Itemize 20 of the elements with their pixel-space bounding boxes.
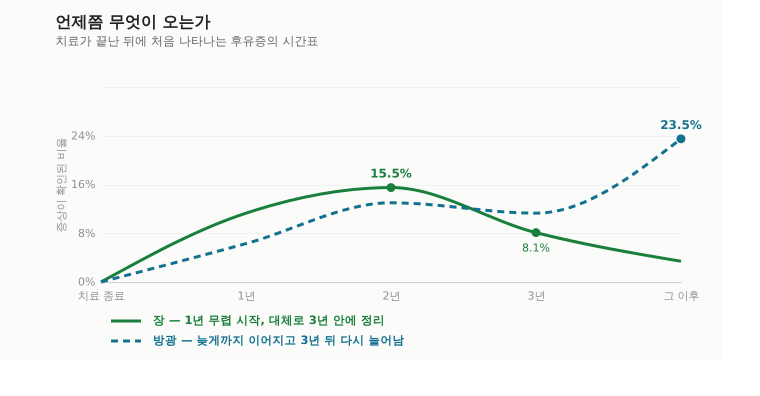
x-tick-label: 3년 <box>528 290 546 302</box>
y-tick-label: 24% <box>71 129 96 142</box>
legend-label: 방광 — 늦게까지 이어지고 3년 뒤 다시 늘어남 <box>153 333 405 347</box>
x-tick-label: 그 이후 <box>663 290 700 302</box>
data-label: 15.5% <box>370 166 412 181</box>
point <box>386 183 396 192</box>
data-label: 23.5% <box>660 118 702 132</box>
y-tick-label: 8% <box>78 226 96 240</box>
x-tick-label: 치료 종료 <box>78 290 126 302</box>
data-label: 8.1% <box>522 242 550 255</box>
chart-subtitle: 치료가 끝난 뒤에 처음 나타나는 후유증의 시간표 <box>56 34 318 48</box>
y-tick-label: 0% <box>78 276 96 288</box>
x-tick-label: 1년 <box>238 290 256 302</box>
x-tick-label: 2년 <box>382 290 400 302</box>
y-axis-title: 증상이 확인된 비율 <box>55 138 68 232</box>
y-tick-label: 16% <box>71 178 96 191</box>
point <box>532 228 540 238</box>
chart-title: 언제쯤 무엇이 오는가 <box>56 12 211 31</box>
legend-label: 장 — 1년 무렵 시작, 대체로 3년 안에 정리 <box>153 313 385 327</box>
point <box>676 134 686 144</box>
